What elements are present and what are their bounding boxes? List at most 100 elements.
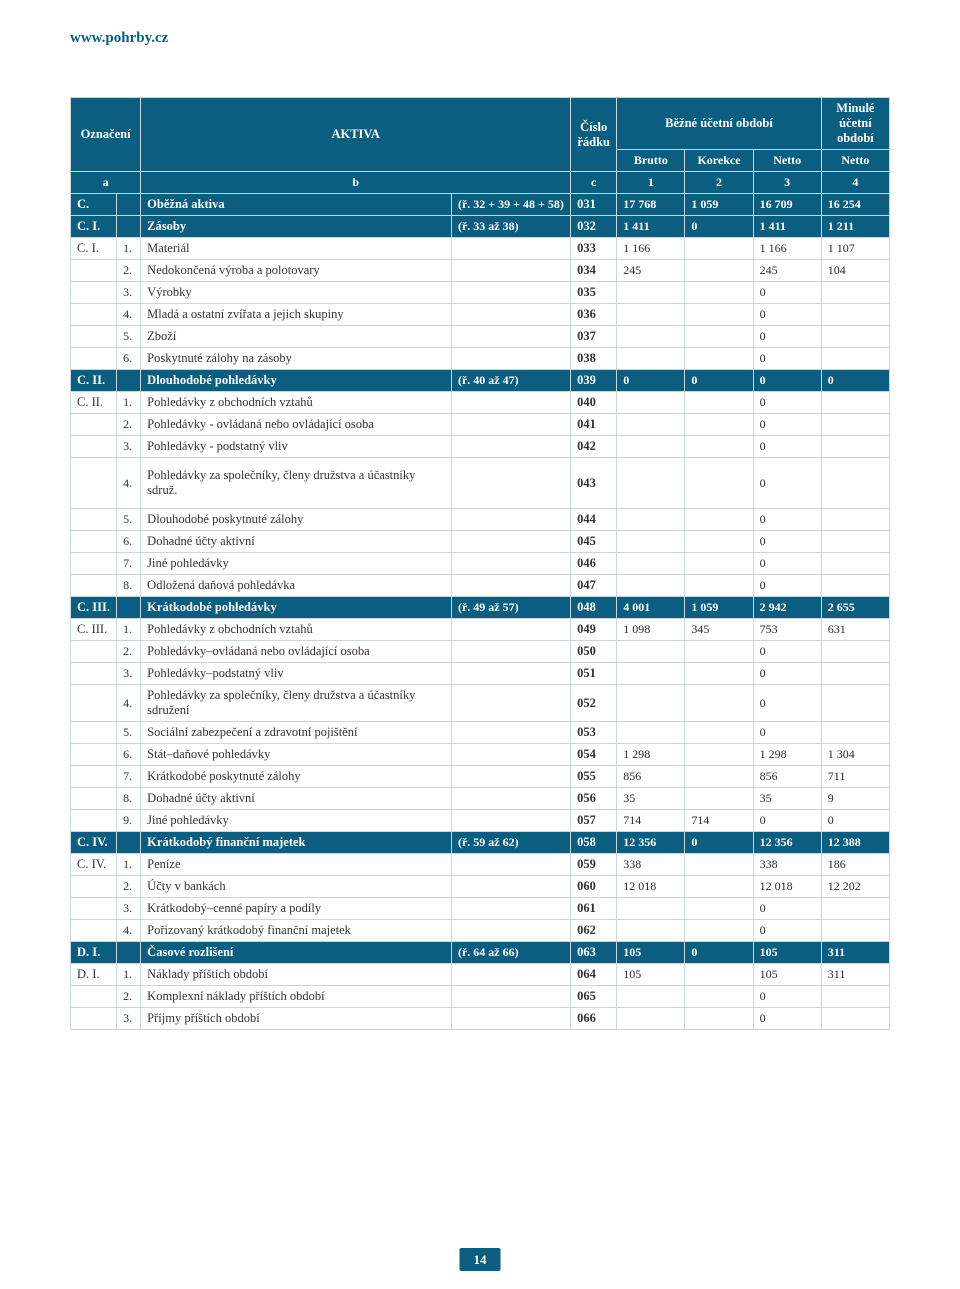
col-value: 0 — [617, 370, 685, 392]
col-value: 0 — [753, 509, 821, 531]
col-num — [117, 216, 141, 238]
col-value: 105 — [753, 964, 821, 986]
col-desc: Jiné pohledávky — [141, 810, 452, 832]
col-oznaceni — [71, 509, 117, 531]
col-ref — [451, 260, 570, 282]
col-oznaceni — [71, 986, 117, 1008]
table-row: C. II.1.Pohledávky z obchodních vztahů04… — [71, 392, 890, 414]
col-rownum: 051 — [571, 663, 617, 685]
col-rownum: 038 — [571, 348, 617, 370]
col-desc: Pohledávky za společníky, členy družstva… — [141, 685, 452, 722]
col-oznaceni — [71, 641, 117, 663]
col-rownum: 052 — [571, 685, 617, 722]
col-rownum: 058 — [571, 832, 617, 854]
col-value: 2 942 — [753, 597, 821, 619]
table-row: 7.Jiné pohledávky0460 — [71, 553, 890, 575]
col-oznaceni: C. I. — [71, 238, 117, 260]
col-num: 6. — [117, 348, 141, 370]
col-desc: Zásoby — [141, 216, 452, 238]
col-desc: Pohledávky z obchodních vztahů — [141, 619, 452, 641]
col-rownum: 050 — [571, 641, 617, 663]
col-value: 12 388 — [821, 832, 889, 854]
col-num: 9. — [117, 810, 141, 832]
col-ref — [451, 238, 570, 260]
col-rownum: 065 — [571, 986, 617, 1008]
col-ref — [451, 531, 570, 553]
col-value: 186 — [821, 854, 889, 876]
col-value: 311 — [821, 964, 889, 986]
table-row: 4.Pohledávky za společníky, členy družst… — [71, 685, 890, 722]
col-oznaceni — [71, 414, 117, 436]
col-value: 105 — [617, 964, 685, 986]
col-num: 5. — [117, 326, 141, 348]
col-desc: Pohledávky z obchodních vztahů — [141, 392, 452, 414]
col-value — [821, 304, 889, 326]
col-rownum: 062 — [571, 920, 617, 942]
col-value: 0 — [685, 942, 753, 964]
col-ref: (ř. 64 až 66) — [451, 942, 570, 964]
col-desc: Účty v bankách — [141, 876, 452, 898]
hdr-cislo: Číslo řádku — [571, 98, 617, 172]
col-oznaceni — [71, 876, 117, 898]
col-oznaceni — [71, 553, 117, 575]
col-value: 0 — [821, 810, 889, 832]
col-value: 12 018 — [753, 876, 821, 898]
col-value — [617, 898, 685, 920]
col-value: 0 — [753, 663, 821, 685]
col-value: 0 — [753, 458, 821, 509]
col-value: 0 — [753, 370, 821, 392]
col-value — [685, 722, 753, 744]
col-rownum: 055 — [571, 766, 617, 788]
table-row: D. I.1.Náklady příštích období0641051053… — [71, 964, 890, 986]
table-row: 2.Komplexní náklady příštích období0650 — [71, 986, 890, 1008]
col-ref — [451, 575, 570, 597]
col-oznaceni: C. III. — [71, 619, 117, 641]
col-value — [685, 898, 753, 920]
col-desc: Poskytnuté zálohy na zásoby — [141, 348, 452, 370]
col-value: 12 356 — [753, 832, 821, 854]
col-oznaceni: C. IV. — [71, 854, 117, 876]
col-num: 2. — [117, 876, 141, 898]
col-oznaceni: C. — [71, 194, 117, 216]
col-num — [117, 942, 141, 964]
table-row: 2.Účty v bankách06012 01812 01812 202 — [71, 876, 890, 898]
col-value — [617, 414, 685, 436]
col-ref — [451, 766, 570, 788]
col-rownum: 046 — [571, 553, 617, 575]
col-num: 6. — [117, 531, 141, 553]
col-value — [821, 531, 889, 553]
col-value: 16 254 — [821, 194, 889, 216]
col-ref — [451, 986, 570, 1008]
col-value — [685, 348, 753, 370]
col-num — [117, 832, 141, 854]
col-num: 4. — [117, 685, 141, 722]
col-num: 4. — [117, 304, 141, 326]
col-desc: Zboží — [141, 326, 452, 348]
col-value — [685, 531, 753, 553]
col-value: 711 — [821, 766, 889, 788]
col-value: 1 098 — [617, 619, 685, 641]
col-ref — [451, 436, 570, 458]
col-value: 12 202 — [821, 876, 889, 898]
col-desc: Krátkodobý finanční majetek — [141, 832, 452, 854]
col-value: 0 — [753, 531, 821, 553]
col-desc: Materiál — [141, 238, 452, 260]
table-row: C. IV.Krátkodobý finanční majetek(ř. 59 … — [71, 832, 890, 854]
col-rownum: 041 — [571, 414, 617, 436]
col-value: 12 018 — [617, 876, 685, 898]
table-row: C. III.1.Pohledávky z obchodních vztahů0… — [71, 619, 890, 641]
col-value — [685, 414, 753, 436]
col-value — [821, 436, 889, 458]
col-value — [685, 920, 753, 942]
col-value: 1 298 — [617, 744, 685, 766]
col-value: 1 411 — [617, 216, 685, 238]
col-value: 338 — [753, 854, 821, 876]
col-num: 1. — [117, 238, 141, 260]
col-ref — [451, 744, 570, 766]
col-ref — [451, 304, 570, 326]
col-value — [821, 575, 889, 597]
col-desc: Nedokončená výroba a polotovary — [141, 260, 452, 282]
table-row: 9.Jiné pohledávky05771471400 — [71, 810, 890, 832]
col-oznaceni: C. I. — [71, 216, 117, 238]
table-row: C. I.1.Materiál0331 1661 1661 107 — [71, 238, 890, 260]
